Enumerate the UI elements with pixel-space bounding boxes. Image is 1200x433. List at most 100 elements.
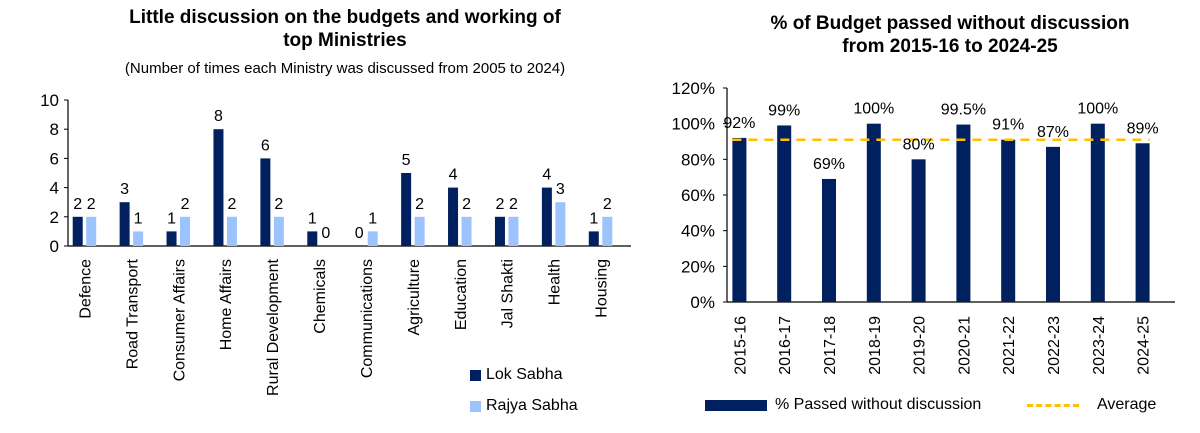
bar-rajya-sabha-agriculture [414,216,425,246]
x-tick-label-home-affairs: Home Affairs [218,259,235,350]
right-chart-title-line-1: % of Budget passed without discussion [770,13,1130,34]
bar-rajya-sabha-education [461,216,472,246]
left-chart-title-line-2: top Ministries [283,30,407,51]
legend-label-rajya-sabha: Rajya Sabha [486,397,578,414]
data-label-lok-sabha-consumer-affairs: 1 [167,210,176,227]
x-tick-label-2016-17: 2016-17 [777,316,794,375]
legend-label-lok-sabha: Lok Sabha [486,366,563,383]
x-tick-label-2023-24: 2023-24 [1091,316,1108,375]
y-tick-label: 60% [681,186,715,205]
data-label-rajya-sabha-chemicals: 0 [321,225,330,242]
legend-swatch-passed [705,399,767,411]
data-label-lok-sabha-health: 4 [542,167,551,184]
data-label-2015-16: 92% [723,115,755,132]
data-label-rajya-sabha-consumer-affairs: 2 [181,196,190,213]
x-tick-label-housing: Housing [594,259,611,318]
data-label-lok-sabha-chemicals: 1 [308,210,317,227]
data-label-2022-23: 87% [1037,124,1069,141]
x-tick-label-2017-18: 2017-18 [822,316,839,375]
legend-label-passed: % Passed without discussion [775,396,982,413]
data-label-lok-sabha-education: 4 [449,167,458,184]
x-tick-label-2024-25: 2024-25 [1136,316,1153,375]
left-chart-title-line-1: Little discussion on the budgets and wor… [129,7,561,28]
y-tick-label: 0% [690,293,715,312]
data-label-rajya-sabha-jal-shakti: 2 [509,196,518,213]
bar-2023-24 [1090,123,1105,303]
x-tick-label-2018-19: 2018-19 [867,316,884,375]
y-tick-label: 40% [681,222,715,241]
bar-2019-20 [911,159,926,302]
legend-swatch-lok-sabha [470,369,481,381]
x-tick-label-chemicals: Chemicals [312,259,329,334]
bar-lok-sabha-chemicals [307,231,318,246]
legend-item-passed: % Passed without discussion [705,396,981,414]
data-label-2019-20: 80% [903,136,935,153]
x-tick-label-consumer-affairs: Consumer Affairs [171,259,188,381]
data-label-lok-sabha-agriculture: 5 [402,152,411,169]
left-chart-subtitle: (Number of times each Ministry was discu… [124,60,566,77]
right-chart-title: % of Budget passed without discussion fr… [690,12,1200,58]
bar-2015-16 [732,137,747,302]
bar-2016-17 [777,125,792,302]
data-label-2024-25: 89% [1127,120,1159,137]
bar-lok-sabha-education [448,187,459,246]
data-label-2017-18: 69% [813,156,845,173]
data-label-2016-17: 99% [768,102,800,119]
data-label-rajya-sabha-agriculture: 2 [415,196,424,213]
data-label-rajya-sabha-housing: 2 [603,196,612,213]
data-label-lok-sabha-rural-development: 6 [261,137,270,154]
bar-2018-19 [866,123,881,303]
data-label-rajya-sabha-rural-development: 2 [274,196,283,213]
x-tick-label-jal-shakti: Jal Shakti [500,259,517,328]
legend-swatch-rajya-sabha [470,400,481,412]
data-label-2018-19: 100% [853,101,894,118]
bar-rajya-sabha-health [555,202,566,246]
y-tick-label: 20% [681,257,715,276]
data-label-2023-24: 100% [1077,101,1118,118]
y-tick-label: 80% [681,150,715,169]
legend-swatch-average [1027,403,1079,407]
x-tick-label-defence: Defence [77,259,94,319]
x-tick-label-2019-20: 2019-20 [912,316,929,375]
bar-2020-21 [956,124,971,302]
y-tick-label: 6 [50,149,59,168]
bar-rajya-sabha-communications [367,231,378,246]
bar-rajya-sabha-rural-development [273,216,284,246]
bar-lok-sabha-rural-development [260,158,271,246]
data-label-rajya-sabha-home-affairs: 2 [228,196,237,213]
bar-2021-22 [1001,139,1016,302]
x-tick-label-road-transport: Road Transport [124,258,141,369]
legend-item-rajya-sabha: Rajya Sabha [470,397,578,415]
x-tick-label-2021-22: 2021-22 [1001,316,1018,375]
bar-2024-25 [1135,143,1150,302]
y-tick-label: 10 [40,91,59,110]
data-label-lok-sabha-road-transport: 3 [120,181,129,198]
left-chart-title: Little discussion on the budgets and wor… [60,6,630,52]
right-chart-title-line-2: from 2015-16 to 2024-25 [842,36,1058,57]
legend-item-lok-sabha: Lok Sabha [470,366,563,384]
data-label-lok-sabha-communications: 0 [355,225,364,242]
bar-rajya-sabha-road-transport [133,231,144,246]
data-label-2021-22: 91% [992,117,1024,134]
data-label-rajya-sabha-health: 3 [556,181,565,198]
bar-lok-sabha-agriculture [401,173,412,246]
bar-2017-18 [822,178,836,302]
data-label-rajya-sabha-education: 2 [462,196,471,213]
y-tick-label: 8 [50,120,59,139]
data-label-lok-sabha-housing: 1 [589,210,598,227]
y-tick-label: 100% [672,115,715,134]
data-label-lok-sabha-home-affairs: 8 [214,108,223,125]
bar-lok-sabha-defence [72,216,83,246]
data-label-lok-sabha-jal-shakti: 2 [496,196,505,213]
bar-lok-sabha-road-transport [119,202,130,246]
x-tick-label-communications: Communications [359,259,376,378]
bar-2022-23 [1046,146,1060,302]
data-label-rajya-sabha-defence: 2 [87,196,96,213]
bar-rajya-sabha-defence [86,216,97,246]
data-label-rajya-sabha-communications: 1 [368,210,377,227]
x-tick-label-2020-21: 2020-21 [956,316,973,375]
bar-lok-sabha-health [541,187,552,246]
bar-rajya-sabha-housing [602,216,613,246]
x-tick-label-agriculture: Agriculture [406,259,423,336]
